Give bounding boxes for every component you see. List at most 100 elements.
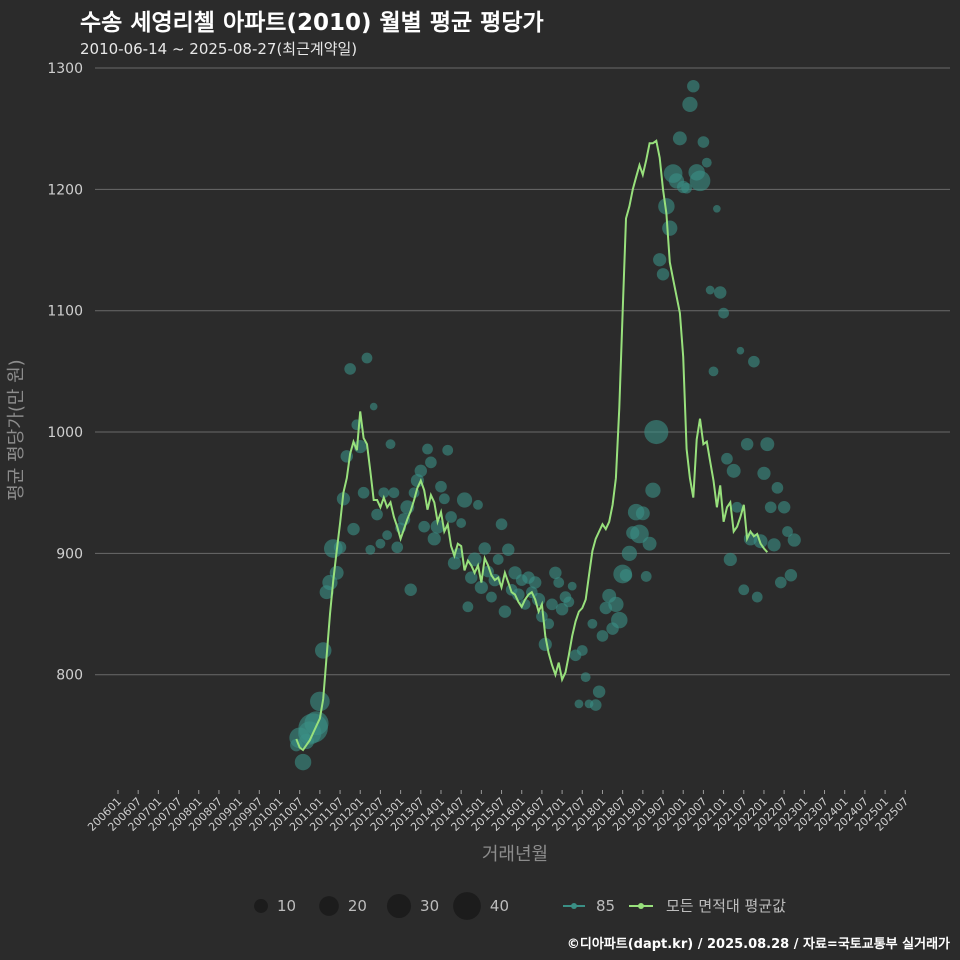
average-line (295, 139, 769, 752)
data-point (757, 466, 771, 480)
data-point (375, 538, 386, 549)
data-point (771, 482, 784, 494)
chart-title: 수송 세영리첼 아파트(2010) 월별 평균 평당가 (80, 10, 544, 36)
legend: 10 20 30 40 85 모든 면적대 평균값 (254, 892, 786, 920)
data-point (361, 352, 373, 364)
data-point (782, 526, 793, 537)
y-tick-label: 1100 (47, 304, 83, 320)
data-point (774, 576, 787, 589)
data-point (391, 541, 404, 554)
legend-size-40 (453, 892, 481, 920)
gridlines (95, 67, 950, 676)
x-axis-ticks: 2006012006072007012007072008012008072009… (85, 790, 911, 834)
y-tick-label: 800 (56, 668, 83, 684)
data-point (344, 363, 356, 375)
data-point (645, 482, 661, 498)
data-point (589, 699, 602, 711)
data-point (418, 520, 430, 533)
data-point (621, 545, 638, 561)
legend-85-marker (571, 903, 577, 909)
data-point (371, 508, 383, 521)
data-point (721, 452, 733, 465)
data-point (549, 566, 562, 580)
data-point (635, 506, 650, 521)
data-point (642, 536, 657, 551)
data-point (662, 220, 678, 236)
data-point (653, 253, 667, 267)
data-point (656, 268, 670, 281)
data-point (672, 131, 687, 146)
data-point (555, 602, 569, 616)
data-point (410, 473, 425, 488)
legend-85-label: 85 (596, 897, 615, 915)
data-point (438, 493, 450, 505)
data-point (427, 532, 441, 546)
data-point (294, 753, 312, 771)
data-point (784, 568, 798, 582)
data-point (723, 552, 737, 567)
data-point (658, 198, 675, 215)
x-axis-label: 거래년월 (482, 844, 548, 865)
data-point (697, 136, 710, 148)
data-point (430, 519, 445, 534)
data-point (708, 366, 719, 377)
legend-size-label: 20 (348, 897, 367, 915)
data-point (465, 571, 478, 584)
data-point (314, 642, 332, 659)
chart-subtitle: 2010-06-14 ~ 2025-08-27(최근계약일) (80, 40, 357, 58)
data-point (777, 501, 791, 514)
data-point (563, 596, 575, 608)
data-point (442, 444, 454, 456)
data-point (592, 685, 606, 698)
data-point (787, 533, 801, 547)
data-point (726, 463, 741, 478)
data-point (385, 439, 396, 450)
data-point (580, 672, 591, 683)
data-point (422, 443, 433, 455)
scatter-points (289, 79, 801, 771)
data-point (587, 618, 598, 629)
data-point (498, 605, 512, 618)
data-point (473, 499, 483, 510)
data-point (644, 419, 669, 445)
data-point (543, 618, 555, 630)
data-point (546, 598, 558, 611)
data-point (369, 402, 378, 411)
data-point (447, 556, 462, 570)
legend-size-10 (254, 899, 268, 913)
data-point (474, 580, 488, 594)
data-point (596, 630, 609, 642)
data-point (388, 487, 400, 499)
data-point (382, 530, 393, 541)
data-point (705, 285, 715, 295)
data-point (365, 544, 376, 555)
y-tick-label: 900 (56, 546, 83, 562)
data-point (567, 581, 577, 591)
data-point (748, 355, 760, 368)
data-point (456, 518, 467, 528)
data-point (619, 568, 633, 582)
data-point (682, 96, 698, 113)
legend-size-label: 10 (277, 897, 296, 915)
data-point (736, 346, 745, 355)
data-point (310, 691, 330, 712)
y-axis-label: 평균 평당가(만 원) (6, 359, 27, 500)
data-point (738, 584, 750, 596)
data-point (764, 501, 777, 514)
data-point (640, 571, 652, 582)
y-axis-ticks: 800 900 1000 1100 1200 1300 (47, 61, 83, 684)
data-point (512, 588, 525, 601)
data-point (492, 554, 504, 565)
y-tick-label: 1000 (47, 425, 83, 441)
legend-avg-label: 모든 면적대 평균값 (666, 897, 786, 915)
data-point (357, 486, 370, 499)
data-point (574, 699, 584, 709)
data-point (611, 611, 628, 629)
source-caption: ©디아파트(dapt.kr) / 2025.08.28 / 자료=국토교통부 실… (567, 936, 950, 952)
data-point (486, 591, 497, 603)
data-point (404, 583, 417, 597)
data-point (414, 464, 428, 478)
data-point (630, 524, 649, 544)
data-point (681, 182, 692, 194)
